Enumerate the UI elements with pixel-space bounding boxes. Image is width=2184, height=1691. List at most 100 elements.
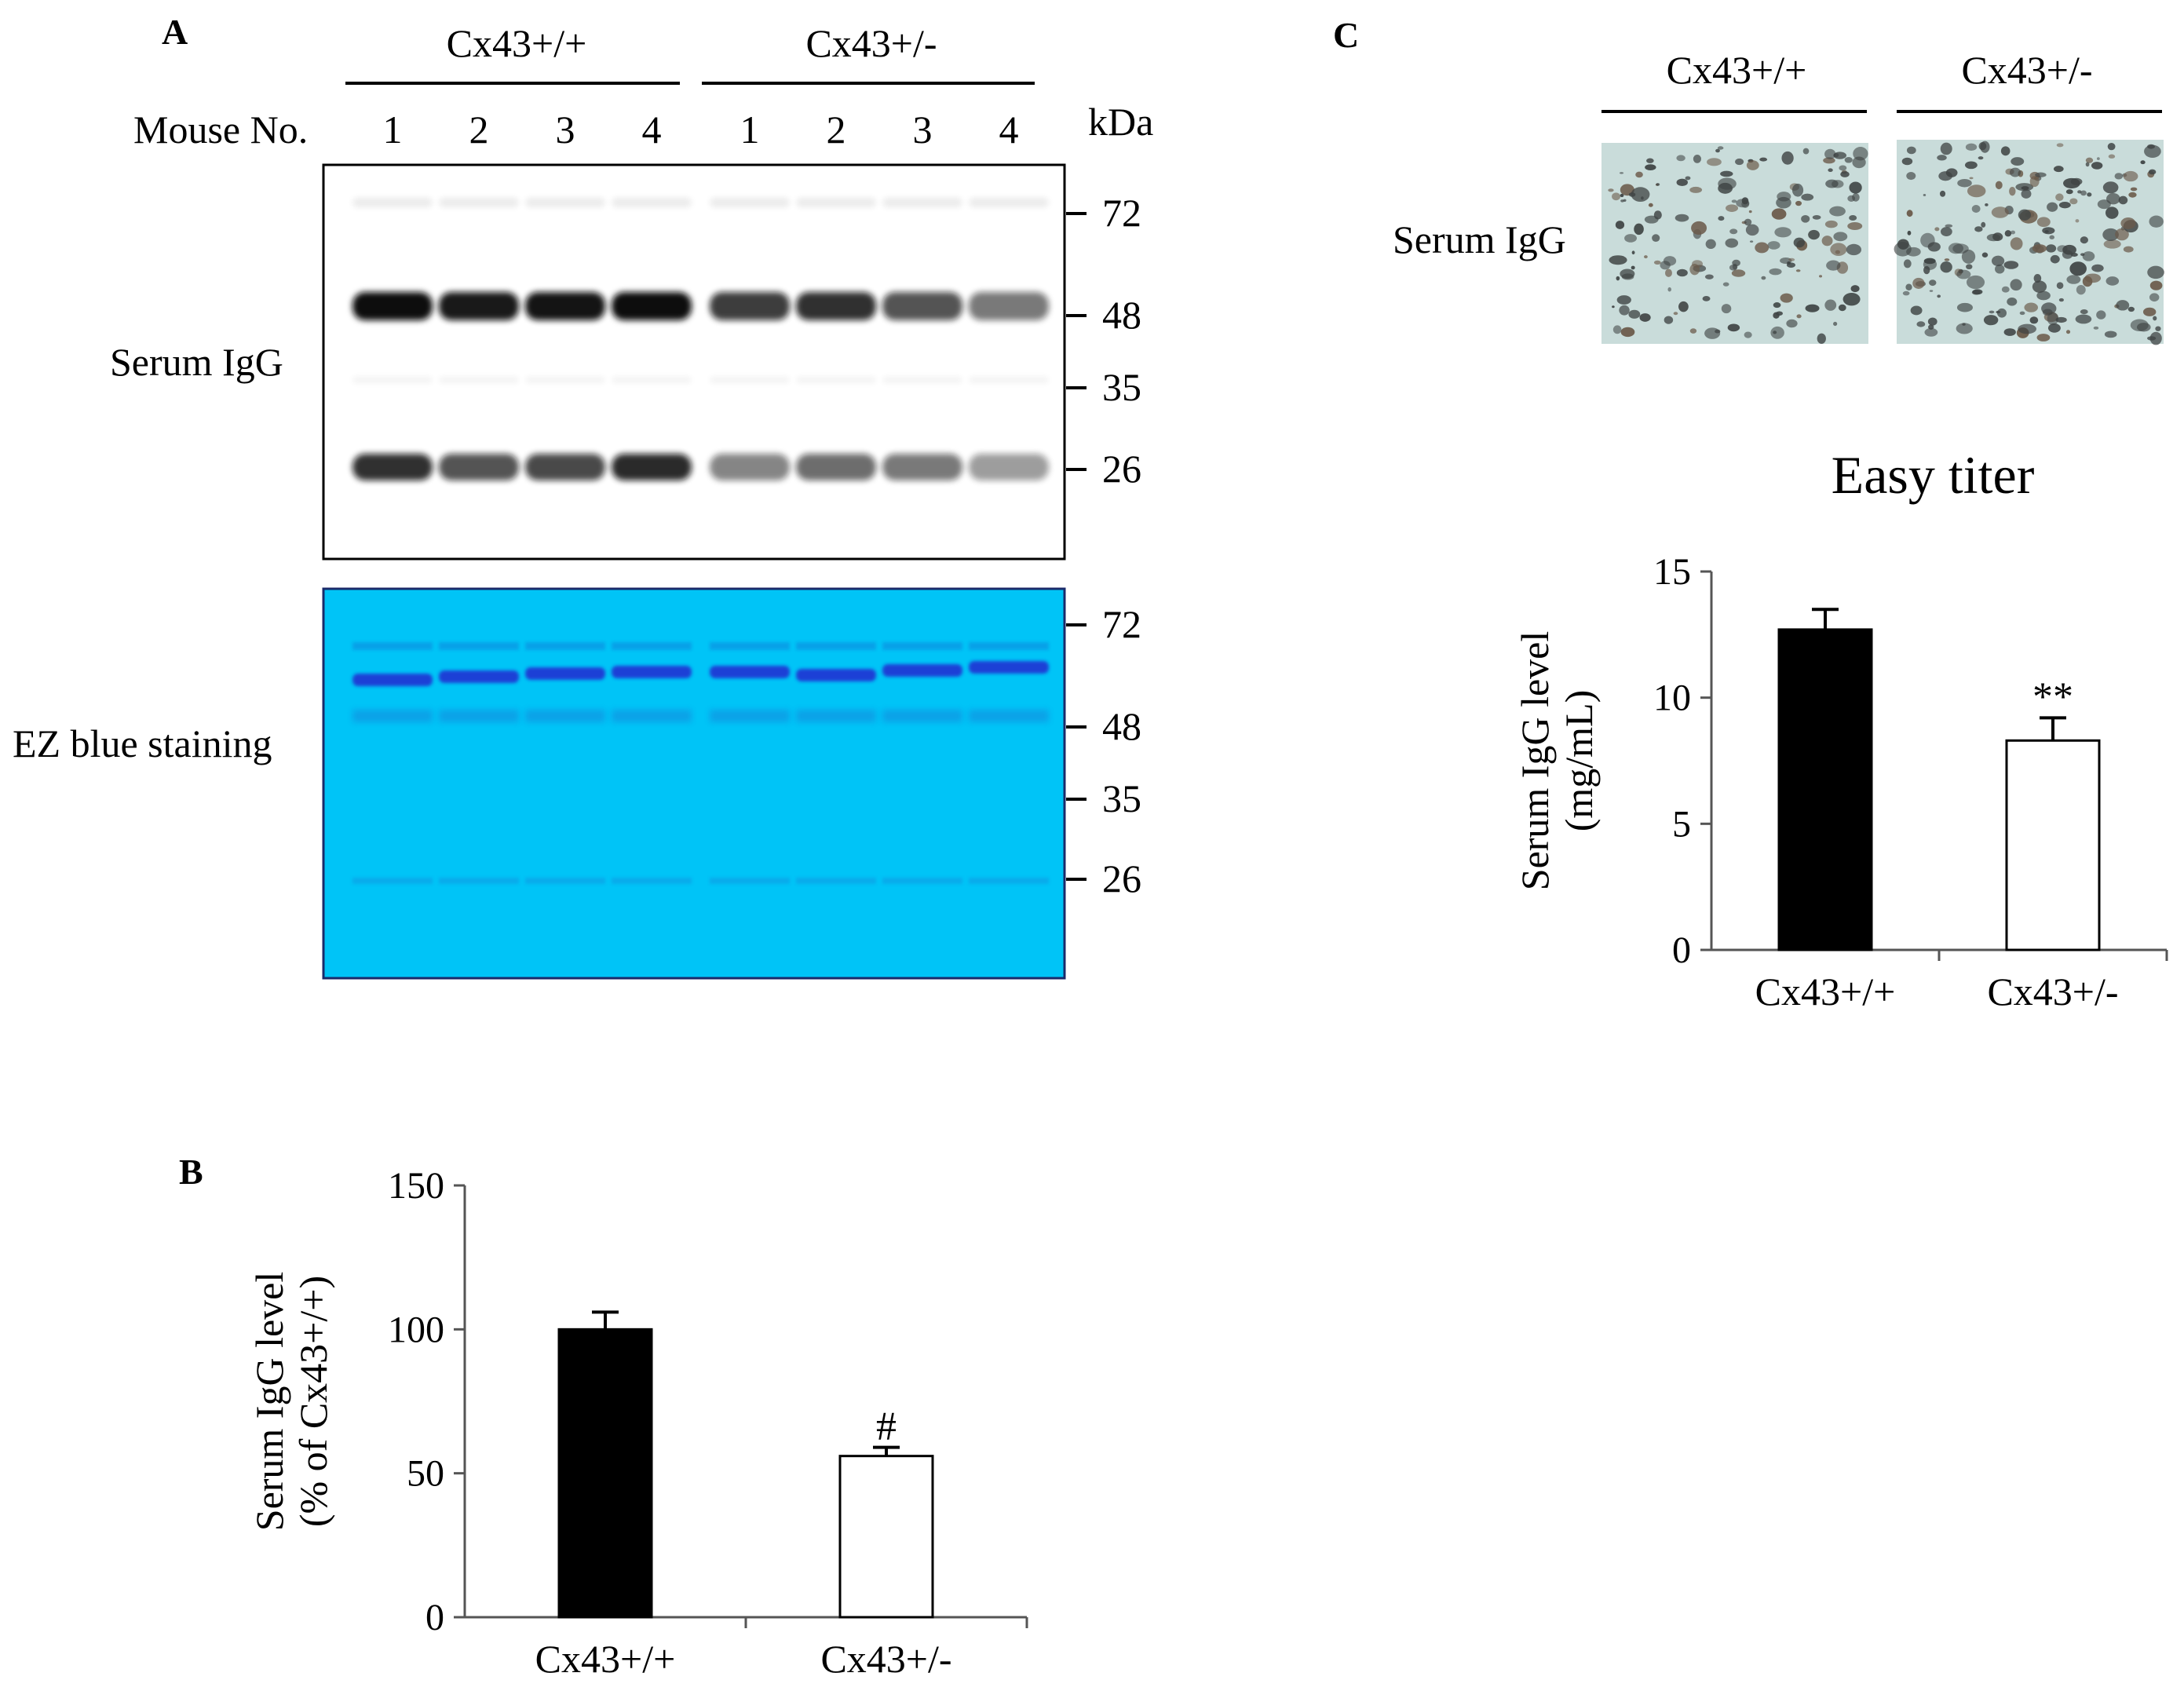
igg-spot <box>1934 227 1940 232</box>
igg-spot <box>1619 305 1630 316</box>
igg-spot <box>1801 215 1810 223</box>
igg-spot <box>2049 235 2055 239</box>
igg-spot <box>1846 243 1862 256</box>
igg-spot <box>1924 327 1938 337</box>
igg-spot <box>1991 255 2005 267</box>
igg-spot <box>1786 319 1798 328</box>
igg-spot <box>1727 323 1740 332</box>
kda-label: kDa <box>1088 100 1153 144</box>
igg-spot <box>1971 205 1981 213</box>
igg-spot <box>2032 244 2047 253</box>
blot-band-faint <box>439 198 519 207</box>
igg-spot <box>2009 167 2021 177</box>
igg-spot <box>1704 327 1721 339</box>
igg-spot <box>1956 323 1973 334</box>
igg-spot <box>1689 186 1703 193</box>
igg-spot <box>1717 146 1724 150</box>
igg-spot <box>1777 192 1791 202</box>
igg-spot <box>2114 173 2124 180</box>
igg-spot <box>1646 158 1654 163</box>
igg-spot <box>1805 304 1820 312</box>
gel-band-faint <box>525 878 605 884</box>
igg-spot <box>2103 239 2121 249</box>
gel-band-faint <box>882 642 962 650</box>
igg-spot <box>1821 236 1833 247</box>
igg-spot <box>1721 304 1732 314</box>
igg-spot <box>1901 157 1913 166</box>
gel-band-albumin <box>882 664 962 677</box>
igg-spot <box>2042 227 2055 235</box>
igg-spot <box>2032 280 2047 293</box>
igg-spot <box>2123 170 2138 182</box>
igg-spot <box>2036 334 2051 341</box>
igg-spot <box>1852 156 1866 169</box>
igg-spot <box>1676 155 1685 162</box>
igg-spot <box>2047 202 2058 212</box>
stain-row-label: EZ blue staining <box>13 721 272 765</box>
igg-spot <box>2149 331 2162 345</box>
blot-band-faint <box>525 198 605 207</box>
gel-band-faint <box>710 878 790 884</box>
y-tick-label: 5 <box>1672 803 1691 845</box>
igg-spot <box>2046 244 2057 253</box>
igg-spot <box>1995 264 2005 274</box>
blot-band-faint <box>352 198 433 207</box>
igg-spot <box>2056 282 2064 290</box>
igg-spot <box>1978 156 1984 160</box>
igg-spot <box>2053 166 2064 173</box>
igg-spot <box>1847 221 1863 230</box>
igg-spot <box>2105 206 2119 219</box>
igg-spot <box>1641 196 1644 200</box>
igg-spot <box>1981 252 1989 258</box>
igg-spot <box>2036 290 2051 301</box>
igg-spot <box>1735 158 1744 166</box>
gel-frame <box>322 587 1066 980</box>
blot-band-heavy-chain <box>352 292 433 320</box>
igg-spot <box>1957 179 1972 188</box>
marker-label: 35 <box>1102 365 1141 409</box>
igg-spot <box>2140 160 2146 165</box>
panel-a-label: A <box>162 12 188 52</box>
igg-spot <box>1749 240 1754 243</box>
igg-spot <box>2142 307 2157 316</box>
igg-spot <box>1663 256 1677 266</box>
igg-spot <box>1906 247 1921 257</box>
igg-spot <box>1736 199 1750 208</box>
igg-spot <box>2062 244 2076 255</box>
gel-band-faint <box>969 710 1049 722</box>
igg-spot <box>2118 195 2128 205</box>
igg-spot <box>1965 143 1978 152</box>
gel-band-faint <box>612 878 692 884</box>
igg-spot <box>1767 241 1780 250</box>
igg-spot <box>1685 176 1691 181</box>
igg-spot <box>1907 230 1912 236</box>
igg-spot <box>1897 239 1909 250</box>
blot-band-faint <box>882 198 962 207</box>
igg-spot <box>1771 208 1787 220</box>
igg-spot <box>1653 260 1661 265</box>
igg-spot <box>1769 268 1782 276</box>
lane-number: 4 <box>642 108 662 152</box>
igg-spot <box>1748 210 1752 214</box>
igg-spot <box>1923 194 1927 196</box>
igg-spot <box>2033 273 2042 283</box>
igg-spot <box>1847 195 1856 202</box>
igg-spot <box>1781 151 1794 165</box>
lane-number: 4 <box>999 108 1019 152</box>
igg-spot <box>2130 187 2138 192</box>
igg-spot <box>1774 227 1791 238</box>
igg-spot <box>1964 161 1978 170</box>
igg-spot <box>1978 142 1987 151</box>
igg-spot <box>2128 192 2137 198</box>
igg-spot <box>1819 275 1823 278</box>
gel-band-albumin <box>969 661 1049 674</box>
igg-spot <box>1843 292 1861 306</box>
panel-c: C Cx43+/+ Cx43+/- Serum IgG <box>1333 15 2164 345</box>
igg-spot <box>1927 317 1937 326</box>
igg-spot <box>2084 273 2102 283</box>
igg-spot <box>1664 268 1672 277</box>
igg-spot <box>1648 203 1653 207</box>
igg-spot <box>2003 261 2019 269</box>
blot-band-heavy-chain <box>969 292 1049 320</box>
gel-band-albumin <box>352 674 433 686</box>
